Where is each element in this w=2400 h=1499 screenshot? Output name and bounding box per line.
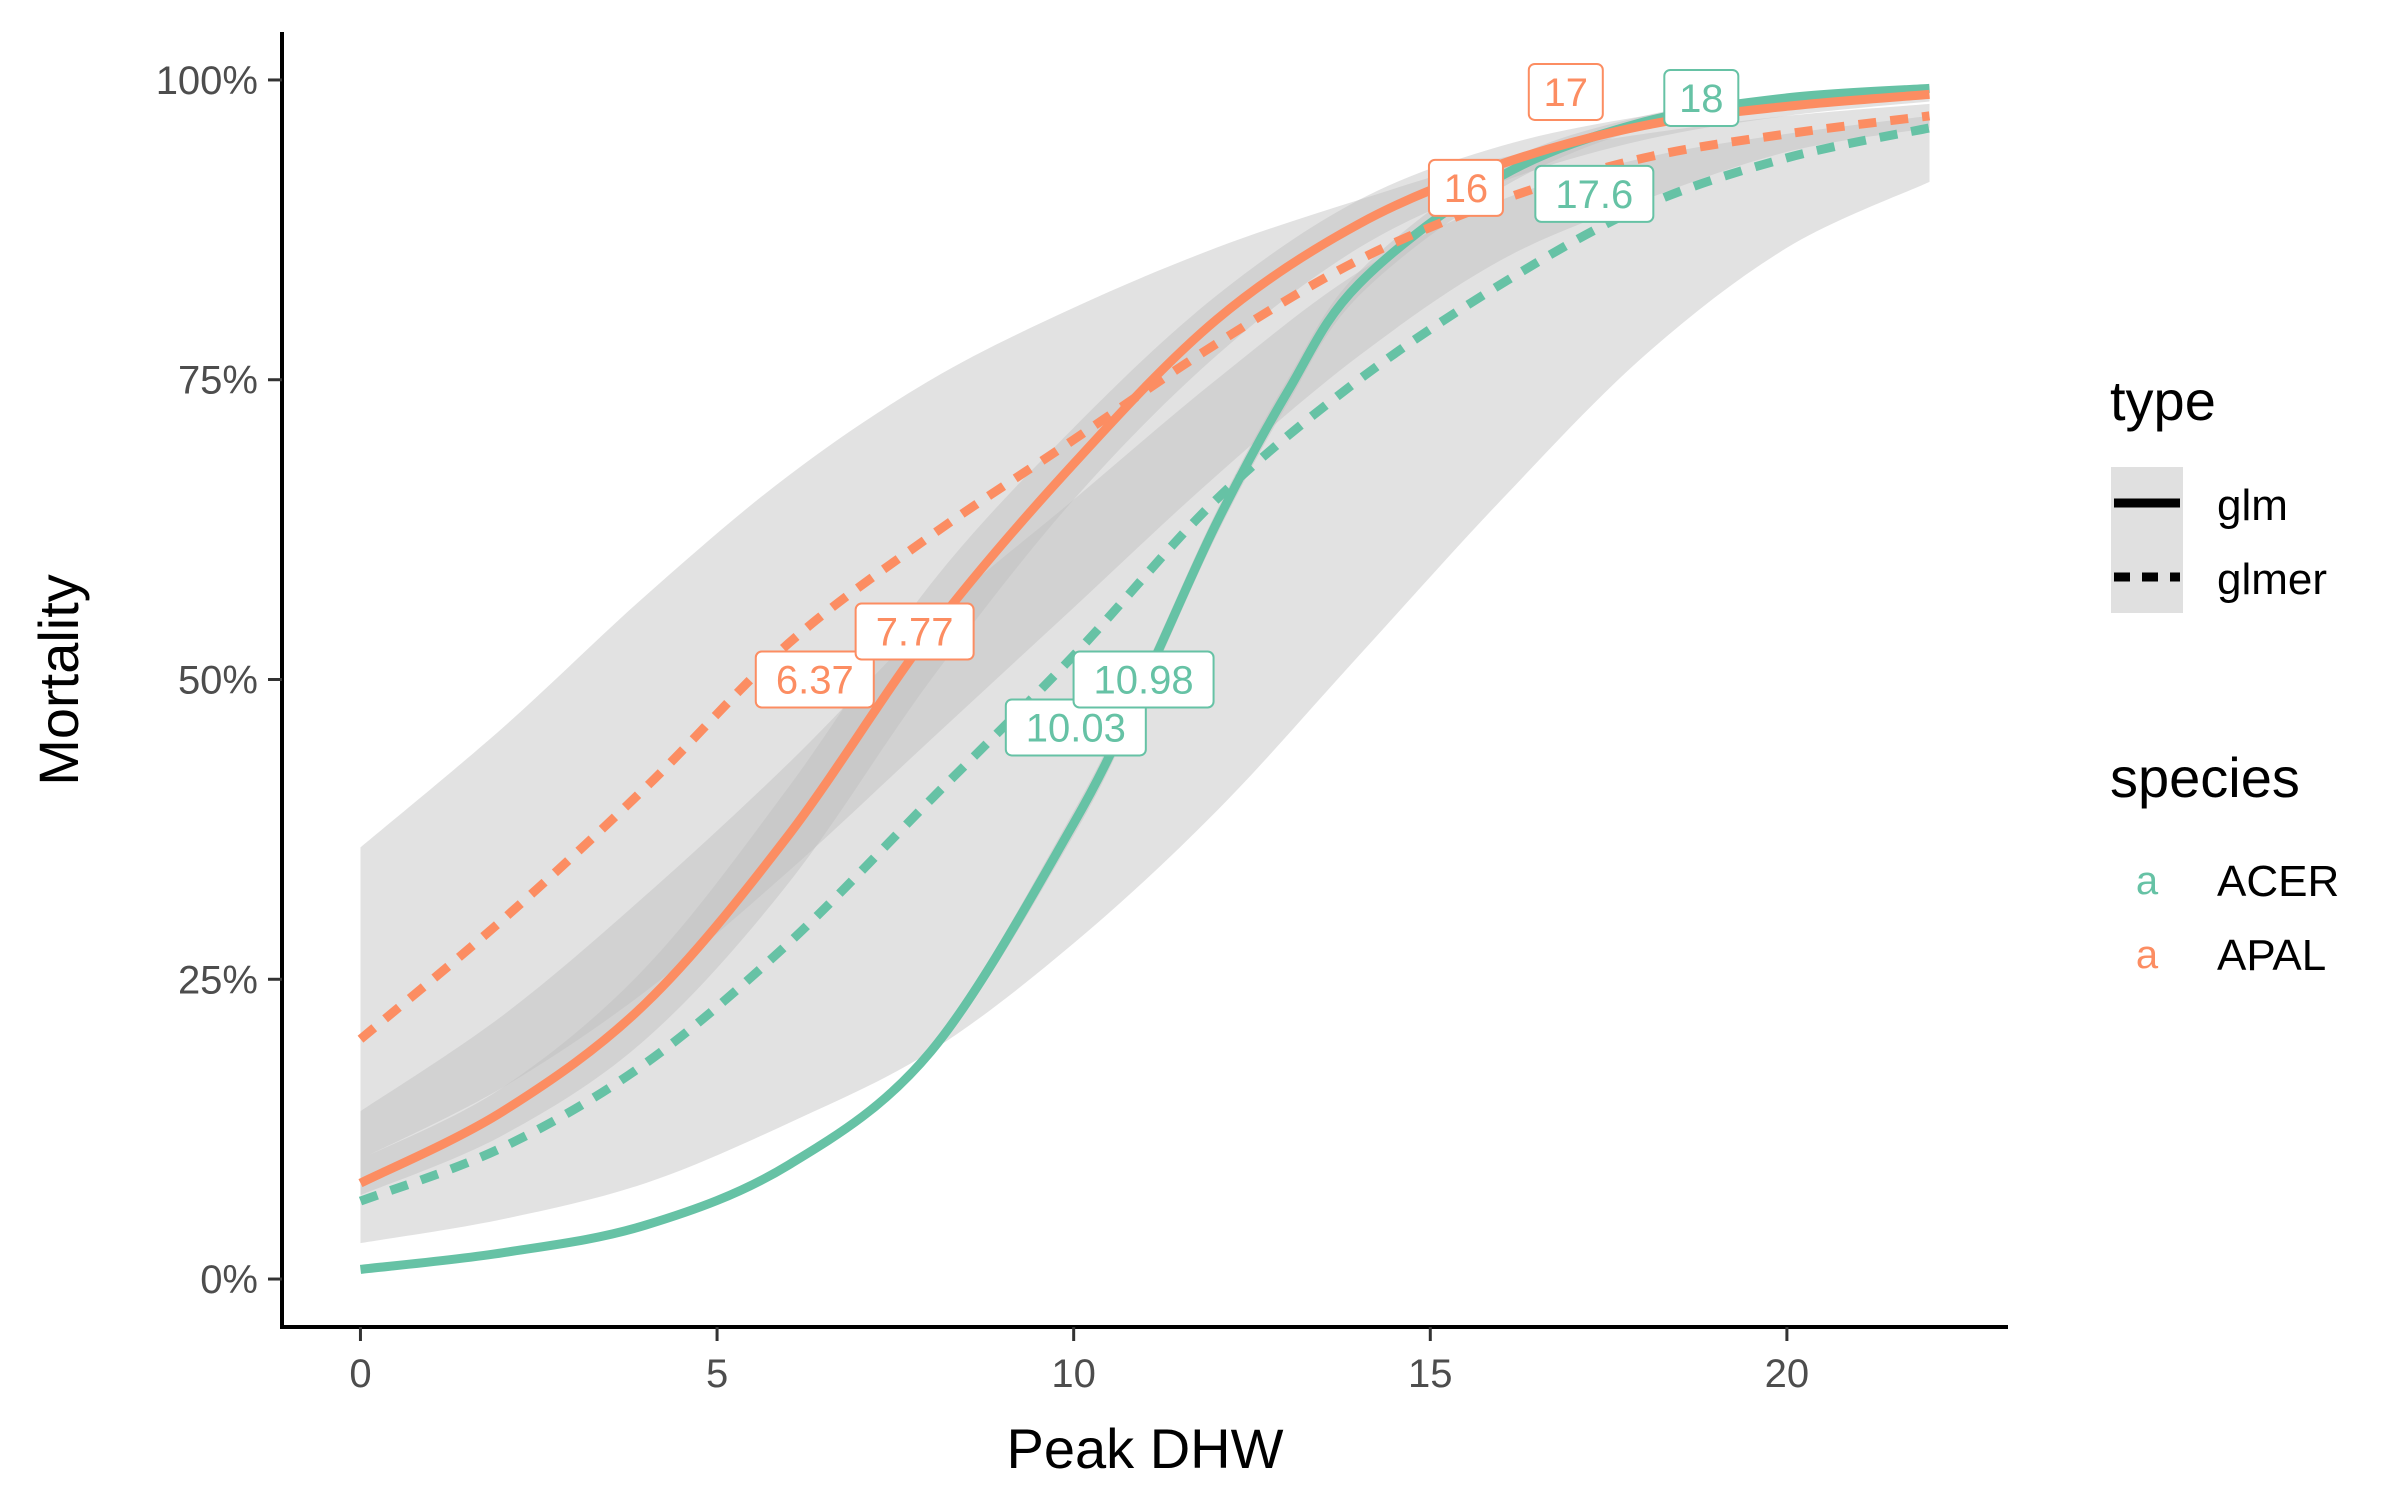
legend-glm-label: glm [2217,481,2288,530]
y-tick-label: 100% [156,59,258,103]
y-tick-label: 0% [200,1258,258,1302]
annotation-box [1527,62,1604,121]
ribbon-apal-glm [360,88,1930,1196]
annotation-text: 18 [1679,77,1724,121]
y-ticks: 0% 25% 50% 75% 100% [156,59,282,1302]
ribbon-apal-glmer [360,115,1930,1160]
annotation-box [1072,650,1215,709]
annotation-text: 6.37 [776,659,854,703]
x-tick-label: 10 [1051,1352,1096,1396]
x-ticks: 0 5 10 15 20 [349,1327,1809,1396]
legend-apal-key: a [2136,933,2159,977]
annotation-box [1534,164,1655,223]
x-tick-label: 15 [1408,1352,1453,1396]
y-axis-title: Mortality [27,574,90,786]
legend-type-key-background [2111,467,2183,613]
annotation-label: 10.98 [1072,650,1215,709]
annotation-text: 7.77 [876,611,954,655]
annotation-box [1663,68,1740,127]
legend-acer-label: ACER [2217,857,2339,906]
annotation-text: 17 [1544,71,1589,115]
annotation-label: 17 [1527,62,1604,121]
line-apal-glm [358,89,1930,1188]
annotation-label: 10.03 [1004,698,1147,757]
x-tick-label: 20 [1765,1352,1810,1396]
y-tick-label: 25% [178,958,258,1002]
annotation-label: 6.37 [754,650,875,709]
legend-species-title: species [2110,746,2300,809]
annotation-text: 10.98 [1094,659,1194,703]
annotation-text: 17.6 [1555,173,1633,217]
annotation-text: 10.03 [1026,706,1126,750]
annotation-box [754,650,875,709]
annotation-text: 16 [1444,167,1489,211]
legend-apal-label: APAL [2217,931,2326,980]
legend-glmer-label: glmer [2217,555,2327,604]
x-tick-label: 5 [706,1352,728,1396]
annotation-label: 18 [1663,68,1740,127]
legend-type-title: type [2110,369,2216,432]
x-axis-title: Peak DHW [1007,1417,1284,1480]
annotation-label: 7.77 [854,602,975,661]
y-tick-label: 50% [178,659,258,703]
annotation-label: 16 [1427,158,1504,217]
y-tick-label: 75% [178,359,258,403]
annotation-box [854,602,975,661]
annotation-label: 17.6 [1534,164,1655,223]
legend-acer-key: a [2136,859,2159,903]
legend: type glm glmer species a a ACER APAL [2110,369,2339,980]
x-tick-label: 0 [349,1352,371,1396]
annotation-box [1427,158,1504,217]
line-apal-glmer [357,111,1931,1043]
